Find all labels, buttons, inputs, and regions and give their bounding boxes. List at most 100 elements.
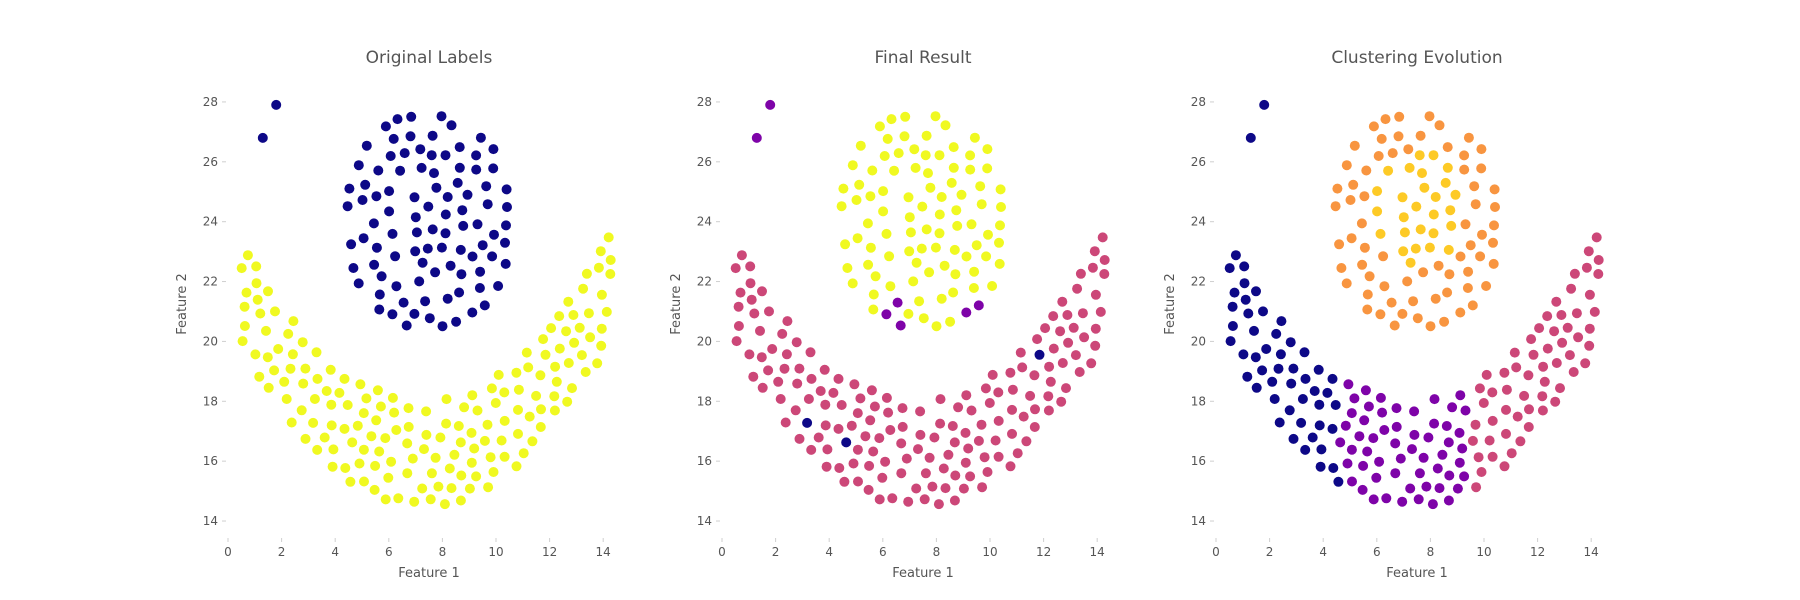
data-point [847, 160, 858, 171]
data-point [489, 229, 499, 240]
data-point [375, 401, 386, 412]
data-point [596, 340, 607, 351]
data-point [402, 438, 413, 449]
data-point [385, 151, 396, 161]
data-point [1360, 385, 1371, 396]
data-point [1395, 453, 1406, 464]
data-point [1021, 436, 1032, 447]
data-point [1460, 405, 1471, 416]
data-point [895, 320, 906, 331]
data-point [1549, 326, 1560, 337]
data-point [909, 144, 920, 155]
data-point [1488, 237, 1498, 248]
data-point [977, 482, 988, 493]
data-point [1057, 296, 1068, 307]
y-tick-label: 28 [1191, 95, 1206, 109]
data-point [481, 181, 492, 192]
data-point [493, 281, 504, 291]
data-point [425, 494, 436, 505]
y-tick-label: 22 [697, 275, 712, 289]
x-tick-label: 4 [331, 545, 339, 559]
data-point [767, 344, 778, 354]
data-point [1251, 286, 1261, 297]
data-point [1374, 456, 1385, 467]
data-point [285, 363, 296, 374]
data-point [1589, 306, 1600, 317]
data-point [1368, 121, 1379, 132]
data-point [345, 476, 356, 487]
data-point [940, 120, 951, 131]
data-point [262, 352, 273, 363]
data-point [464, 483, 475, 494]
data-point [334, 387, 345, 398]
data-point [1079, 332, 1090, 343]
data-point [422, 243, 433, 254]
data-point [254, 371, 265, 382]
data-point [1455, 251, 1466, 262]
data-point [1239, 278, 1250, 289]
data-point [357, 195, 368, 205]
data-point [1341, 278, 1352, 289]
data-point [961, 307, 972, 318]
data-point [1251, 382, 1262, 393]
data-point [605, 255, 616, 265]
data-point [430, 267, 441, 278]
data-point [538, 334, 549, 345]
x-tick-label: 0 [1212, 545, 1220, 559]
data-point [1030, 404, 1040, 415]
data-point [874, 121, 885, 132]
data-point [779, 363, 790, 374]
data-point [1335, 437, 1346, 448]
data-point [1274, 417, 1285, 428]
data-point [467, 390, 478, 401]
data-point [1424, 242, 1435, 253]
data-point [1405, 257, 1416, 268]
data-point [1314, 399, 1325, 410]
data-point [442, 293, 453, 304]
data-point [483, 482, 494, 493]
data-point [1459, 150, 1470, 161]
data-point [251, 261, 262, 272]
data-point [471, 471, 482, 482]
data-point [391, 425, 402, 435]
data-point [592, 358, 603, 369]
data-point [1227, 321, 1238, 331]
data-point [1328, 463, 1339, 473]
data-point [993, 451, 1004, 462]
data-point [757, 382, 768, 393]
data-point [1424, 111, 1435, 122]
data-point [1455, 307, 1466, 318]
data-point [366, 431, 377, 442]
data-point [901, 453, 912, 464]
data-point [354, 458, 365, 469]
data-point [1394, 111, 1405, 122]
data-point [1523, 370, 1534, 381]
data-point [1250, 352, 1261, 363]
data-point [455, 244, 466, 255]
data-point [374, 304, 385, 315]
data-point [803, 394, 814, 404]
data-point [513, 384, 524, 395]
data-point [1276, 316, 1287, 327]
data-point [374, 446, 385, 457]
y-tick-label: 18 [697, 394, 712, 408]
data-point [1476, 163, 1487, 174]
data-point [416, 162, 427, 173]
data-point [1462, 283, 1473, 293]
data-point [241, 287, 252, 298]
data-point [1224, 263, 1235, 274]
data-point [852, 233, 863, 244]
data-point [882, 133, 893, 144]
data-point [994, 258, 1005, 269]
data-point [405, 131, 416, 142]
data-point [449, 449, 460, 460]
data-point [1526, 334, 1537, 345]
data-point [1467, 435, 1478, 446]
data-point [388, 133, 399, 144]
data-point [421, 429, 432, 440]
data-point [1359, 415, 1370, 426]
data-point [966, 405, 977, 416]
y-tick-label: 20 [697, 334, 712, 348]
